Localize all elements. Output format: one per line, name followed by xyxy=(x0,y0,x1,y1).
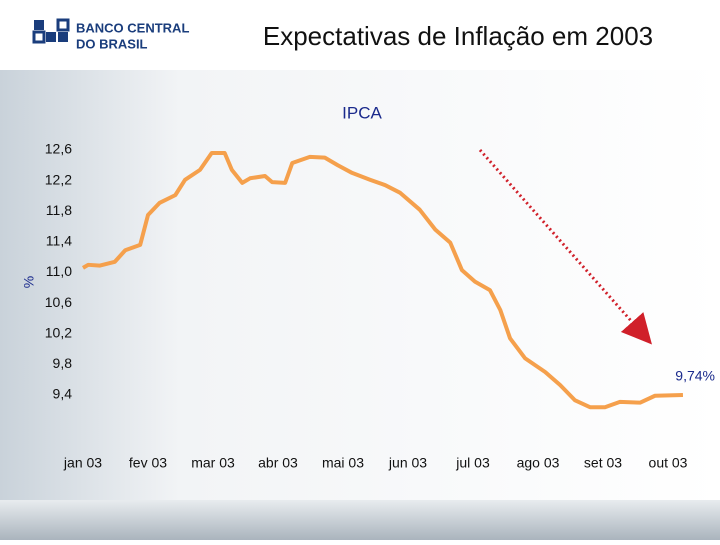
y-tick-label: 12,2 xyxy=(45,171,72,187)
chart-title: IPCA xyxy=(342,103,382,122)
x-tick-label: jul 03 xyxy=(455,455,490,471)
footer-band xyxy=(0,500,720,540)
y-tick-label: 11,8 xyxy=(46,202,72,218)
y-tick-label: 10,6 xyxy=(45,294,72,310)
logo-text: BANCO CENTRAL xyxy=(76,20,189,35)
y-tick-label: 11,4 xyxy=(46,233,72,249)
x-tick-label: ago 03 xyxy=(517,455,560,471)
annotation: 9,74% xyxy=(675,368,715,384)
x-tick-label: abr 03 xyxy=(258,455,298,471)
x-tick-label: out 03 xyxy=(649,455,688,471)
x-tick-label: mar 03 xyxy=(191,455,235,471)
page-title: Expectativas de Inflação em 2003 xyxy=(263,21,653,51)
logo-text: DO BRASIL xyxy=(76,36,148,51)
y-tick-label: 11,0 xyxy=(46,263,72,279)
x-tick-label: jun 03 xyxy=(388,455,427,471)
x-tick-label: set 03 xyxy=(584,455,622,471)
header-band xyxy=(0,0,720,70)
y-axis-label: % xyxy=(21,276,37,288)
x-tick-label: mai 03 xyxy=(322,455,364,471)
trend-arrow xyxy=(478,149,652,345)
logo xyxy=(32,18,70,44)
y-tick-label: 9,8 xyxy=(53,355,73,371)
x-tick-label: fev 03 xyxy=(129,455,167,471)
y-tick-label: 9,4 xyxy=(53,386,73,402)
data-line xyxy=(81,151,684,410)
x-tick-label: jan 03 xyxy=(63,455,102,471)
y-tick-label: 12,6 xyxy=(45,141,72,157)
y-tick-label: 10,2 xyxy=(45,324,72,340)
